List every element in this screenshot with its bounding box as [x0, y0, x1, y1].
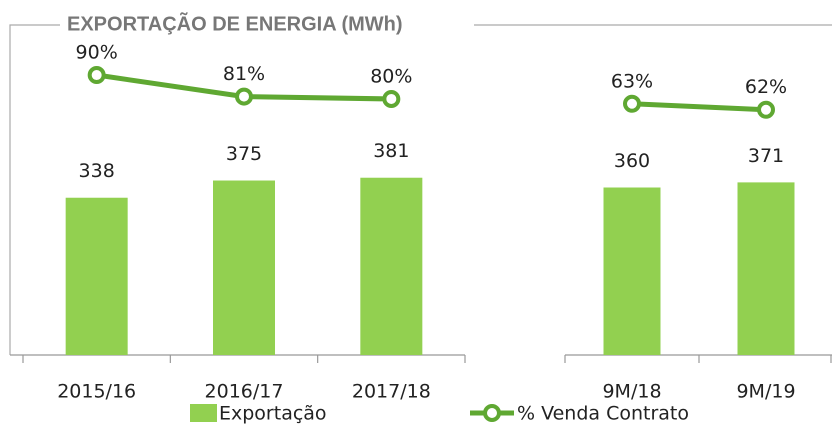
bar-value-label: 381 — [373, 140, 409, 162]
bar — [737, 182, 795, 355]
bar — [65, 197, 128, 355]
line-value-label: 62% — [745, 76, 787, 98]
bar-value-label: 360 — [614, 150, 650, 172]
legend-swatch — [190, 404, 217, 422]
line-value-label: 80% — [370, 65, 412, 87]
bar-value-label: 371 — [748, 145, 784, 167]
bar-value-label: 338 — [79, 160, 115, 182]
x-tick-label: 2017/18 — [352, 381, 431, 403]
chart-title: EXPORTAÇÃO DE ENERGIA (MWh) — [67, 12, 403, 35]
legend-label: % Venda Contrato — [517, 403, 689, 425]
line-value-label: 63% — [611, 70, 653, 92]
x-tick-label: 2015/16 — [57, 381, 136, 403]
x-tick-label: 9M/19 — [736, 381, 795, 403]
line-value-label: 81% — [223, 63, 265, 85]
legend-marker — [483, 404, 501, 422]
line-marker — [87, 66, 106, 85]
line-marker — [382, 89, 401, 108]
legend-label: Exportação — [219, 403, 327, 425]
bar — [213, 180, 275, 355]
line-value-label: 90% — [76, 42, 118, 64]
frame — [9, 24, 832, 355]
line-marker — [757, 100, 775, 119]
x-tick-label: 9M/18 — [602, 381, 661, 403]
line — [631, 101, 767, 113]
bar — [603, 187, 661, 355]
line-marker — [235, 87, 253, 106]
bar-value-label: 375 — [226, 143, 262, 165]
bar — [360, 177, 423, 355]
line-marker — [623, 94, 641, 113]
x-tick-label: 2016/17 — [205, 381, 284, 403]
